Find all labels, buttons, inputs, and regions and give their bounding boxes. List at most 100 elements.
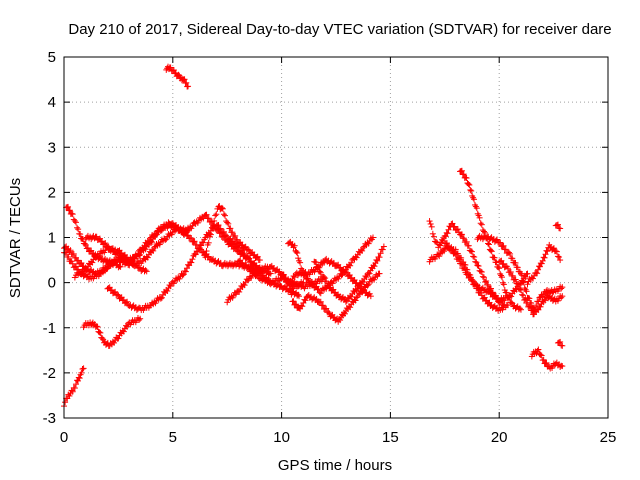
data-point bbox=[367, 293, 374, 300]
data-point bbox=[443, 240, 450, 247]
data-point bbox=[323, 278, 330, 285]
data-point bbox=[136, 316, 143, 323]
data-point bbox=[215, 222, 222, 229]
data-point bbox=[176, 275, 183, 282]
data-point bbox=[72, 381, 79, 388]
data-point bbox=[498, 274, 505, 281]
data-point bbox=[170, 280, 177, 287]
data-point bbox=[342, 298, 349, 305]
data-point bbox=[369, 234, 376, 241]
data-point bbox=[241, 282, 248, 289]
data-point bbox=[189, 256, 196, 263]
data-point bbox=[470, 277, 477, 284]
data-point bbox=[537, 303, 544, 310]
data-point bbox=[433, 239, 440, 246]
data-point bbox=[213, 211, 220, 218]
data-point bbox=[162, 237, 169, 244]
data-point bbox=[288, 278, 295, 285]
data-point bbox=[114, 291, 121, 298]
data-point bbox=[210, 223, 217, 230]
data-point bbox=[353, 294, 360, 301]
data-point bbox=[92, 254, 99, 261]
data-point bbox=[463, 175, 470, 182]
data-point bbox=[458, 231, 465, 238]
data-point bbox=[219, 205, 226, 212]
chart-title: Day 210 of 2017, Sidereal Day-to-day VTE… bbox=[68, 21, 611, 38]
data-point bbox=[460, 235, 467, 242]
data-point bbox=[478, 221, 485, 228]
data-point bbox=[321, 274, 328, 281]
data-point bbox=[483, 278, 490, 285]
data-point bbox=[520, 279, 527, 286]
data-point bbox=[218, 204, 225, 211]
data-point bbox=[149, 239, 156, 246]
data-point bbox=[143, 268, 150, 275]
data-point bbox=[535, 298, 542, 305]
data-point bbox=[74, 224, 81, 231]
data-point bbox=[282, 274, 289, 281]
data-point bbox=[296, 293, 303, 300]
y-tick-label: 5 bbox=[48, 49, 56, 66]
data-point bbox=[222, 212, 229, 219]
data-point bbox=[559, 363, 566, 370]
data-point bbox=[194, 219, 201, 226]
data-point bbox=[156, 241, 163, 248]
y-tick-label: 0 bbox=[48, 275, 56, 292]
series-track-24 bbox=[528, 346, 566, 372]
data-point bbox=[185, 83, 192, 90]
data-point bbox=[538, 260, 545, 267]
data-point bbox=[449, 220, 456, 227]
data-point bbox=[469, 248, 475, 255]
data-point bbox=[455, 256, 462, 263]
data-point bbox=[163, 236, 170, 243]
data-point bbox=[523, 288, 530, 295]
y-tick-label: -1 bbox=[43, 320, 56, 337]
data-point bbox=[72, 219, 79, 226]
data-point bbox=[427, 220, 434, 227]
data-point bbox=[524, 281, 531, 288]
data-point bbox=[208, 224, 215, 231]
data-point bbox=[207, 231, 214, 238]
data-point bbox=[352, 297, 359, 304]
series-track-22 bbox=[496, 257, 566, 318]
data-point bbox=[329, 280, 336, 287]
data-point bbox=[473, 281, 480, 288]
data-point bbox=[317, 298, 324, 305]
data-point bbox=[428, 223, 435, 230]
data-point bbox=[145, 242, 152, 249]
data-point bbox=[430, 233, 437, 240]
data-point bbox=[507, 250, 514, 257]
data-point bbox=[485, 281, 492, 288]
data-point bbox=[485, 240, 492, 247]
x-axis-label: GPS time / hours bbox=[278, 457, 392, 474]
data-point bbox=[359, 247, 366, 254]
data-point bbox=[429, 230, 436, 237]
data-point bbox=[293, 301, 300, 308]
data-point bbox=[553, 248, 560, 255]
data-point bbox=[467, 186, 474, 193]
data-point bbox=[520, 292, 527, 299]
data-point bbox=[93, 323, 100, 330]
y-tick-label: -3 bbox=[43, 410, 56, 427]
data-point bbox=[136, 264, 143, 271]
data-point bbox=[541, 254, 548, 261]
data-point bbox=[75, 226, 82, 233]
data-point bbox=[480, 228, 487, 235]
data-point bbox=[535, 263, 542, 270]
data-point bbox=[557, 338, 564, 345]
data-point bbox=[426, 218, 433, 225]
series-track-7 bbox=[104, 222, 303, 314]
data-point bbox=[479, 273, 486, 280]
data-point bbox=[288, 291, 295, 298]
data-point bbox=[371, 263, 378, 270]
data-point bbox=[152, 300, 159, 307]
data-point bbox=[202, 254, 209, 261]
data-point bbox=[509, 272, 516, 279]
data-point bbox=[295, 291, 302, 298]
data-point bbox=[504, 302, 511, 309]
data-point bbox=[540, 254, 547, 261]
data-point bbox=[227, 225, 234, 232]
data-point bbox=[516, 305, 523, 312]
data-point bbox=[473, 205, 480, 212]
